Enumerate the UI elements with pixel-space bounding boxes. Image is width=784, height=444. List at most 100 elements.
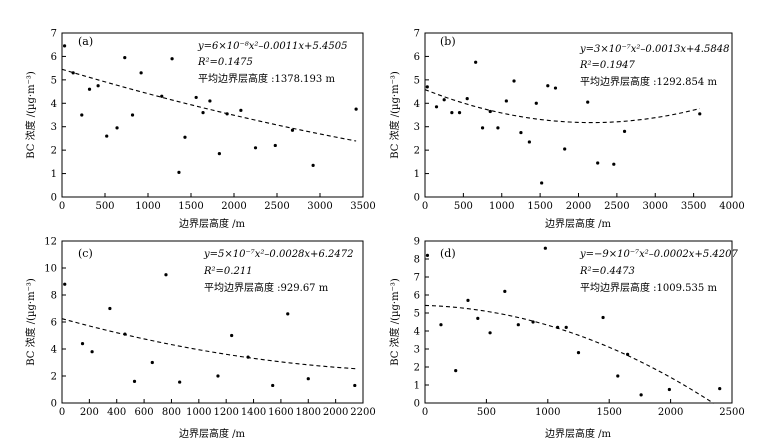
data-point — [286, 312, 290, 316]
panel-d-fit-equation: y=−9×10⁻⁷x²–0.0002x+5.4207 — [579, 249, 738, 260]
panel-b: 0 500 1000 1500 2000 2500 3000 3500 4000 0 1 2 3 4 5 6 7… — [388, 29, 745, 231]
panel-a-fit-curve — [61, 68, 357, 142]
panel-d: 0 500 1000 1500 2000 2500 0 1 2 3 4 5 6 7 8 9 (d) y=−9×… — [388, 237, 745, 441]
data-point — [612, 162, 616, 166]
data-point — [503, 289, 507, 293]
y-tick-label: 1 — [414, 381, 420, 392]
y-tick-label: 2 — [51, 372, 57, 383]
y-tick-label: 9 — [414, 237, 420, 248]
panel-b-tag: (b) — [440, 35, 456, 48]
data-point — [534, 101, 538, 105]
data-point — [62, 44, 67, 48]
y-tick-label: 0 — [414, 399, 420, 410]
data-point — [150, 360, 154, 365]
x-tick-label: 2500 — [719, 407, 744, 418]
x-tick-label: 3500 — [681, 201, 706, 212]
panel-d-y-title: BC 浓度 /(µg·m⁻³) — [388, 278, 401, 366]
panel-b-fit-equation: y=3×10⁻⁷x²–0.0013x+4.5848 — [579, 44, 729, 55]
x-tick-label: 1000 — [186, 407, 211, 418]
data-point — [442, 98, 446, 102]
x-tick-label: 2200 — [350, 407, 375, 418]
panel-b-y-title: BC 浓度 /(µg·m⁻³) — [388, 71, 401, 159]
panel-b-avg-height: 平均边界层高度 :1292.854 m — [580, 75, 717, 88]
data-point — [439, 323, 443, 327]
x-tick-label: 1600 — [268, 407, 293, 418]
data-point — [639, 393, 643, 397]
data-point — [132, 379, 137, 383]
panel-b-points — [425, 60, 702, 185]
data-point — [543, 246, 547, 250]
data-point — [465, 97, 469, 101]
x-tick-label: 1200 — [213, 407, 238, 418]
data-point — [474, 60, 478, 64]
data-point — [194, 95, 198, 100]
y-tick-label: 5 — [414, 75, 420, 86]
y-tick-label: 4 — [414, 327, 420, 338]
panel-a-x-title: 边界层高度 /m — [179, 217, 246, 230]
data-point — [480, 126, 485, 130]
x-tick-label: 400 — [107, 407, 126, 418]
y-tick-label: 6 — [51, 318, 57, 329]
x-tick-label: 3000 — [307, 201, 332, 212]
data-point — [516, 323, 520, 327]
panel-a-frame — [61, 32, 364, 198]
x-tick-label: 2500 — [604, 201, 629, 212]
data-point — [105, 134, 109, 138]
data-point — [667, 387, 671, 392]
data-point — [504, 99, 508, 103]
panel-b-x-title: 边界层高度 /m — [545, 217, 612, 230]
panel-c-ticks: 0 200 400 600 800 1000 1200 1400 1600 1800 2000 220… — [44, 237, 375, 419]
data-point — [208, 99, 212, 103]
y-tick-label: 2 — [414, 363, 420, 374]
data-point — [80, 342, 85, 346]
panel-d-tag: (d) — [440, 247, 456, 260]
x-tick-label: 1000 — [135, 201, 160, 212]
panel-c-y-title: BC 浓度 /(µg·m⁻³) — [24, 278, 37, 366]
data-point — [239, 108, 243, 112]
panel-c-points — [63, 273, 357, 388]
data-point — [457, 111, 462, 115]
y-tick-label: 8 — [414, 255, 420, 266]
panel-d-points — [425, 246, 722, 397]
y-tick-label: 4 — [51, 99, 57, 110]
data-point — [622, 129, 627, 133]
data-point — [718, 387, 722, 391]
data-point — [476, 316, 480, 320]
panel-d-frame — [424, 240, 733, 404]
panel-a-y-title: BC 浓度 /(µg·m⁻³) — [24, 71, 37, 159]
data-point — [230, 333, 234, 338]
x-tick-label: 0 — [59, 201, 65, 212]
data-point — [177, 170, 181, 174]
x-tick-label: 4000 — [719, 201, 744, 212]
data-point — [354, 107, 358, 111]
data-point — [519, 130, 523, 135]
panel-c-tag: (c) — [78, 247, 93, 260]
data-point — [531, 320, 535, 324]
data-point — [512, 79, 516, 83]
x-tick-label: 1800 — [296, 407, 321, 418]
panel-d-avg-height: 平均边界层高度 :1009.535 m — [580, 281, 717, 294]
data-point — [564, 325, 568, 329]
panel-c: 0 200 400 600 800 1000 1200 1400 1600 1800 2000 220… — [24, 237, 376, 441]
panel-c-r2: R²=0.211 — [203, 266, 253, 277]
data-point — [353, 383, 357, 388]
data-point — [160, 94, 164, 98]
x-tick-label: 500 — [477, 407, 496, 418]
y-tick-label: 5 — [414, 309, 420, 320]
panel-a-fit-equation: y=6×10⁻⁸x²–0.0011x+5.4505 — [197, 41, 347, 52]
x-tick-label: 2000 — [566, 201, 591, 212]
y-tick-label: 6 — [414, 291, 420, 302]
data-point — [123, 332, 127, 336]
data-point — [217, 152, 221, 156]
panel-a-avg-height: 平均边界层高度 :1378.193 m — [198, 72, 335, 85]
x-tick-label: 3000 — [643, 201, 668, 212]
y-tick-label: 3 — [51, 122, 57, 133]
data-point — [253, 146, 258, 150]
data-point — [563, 147, 567, 151]
x-tick-label: 2000 — [323, 407, 348, 418]
y-tick-label: 8 — [51, 291, 57, 302]
panel-a: 0 500 1000 1500 2000 2500 3000 3500 0 1 2 3 4 5 6 7 (a)… — [24, 29, 376, 231]
data-point — [90, 350, 94, 354]
data-point — [246, 355, 250, 359]
